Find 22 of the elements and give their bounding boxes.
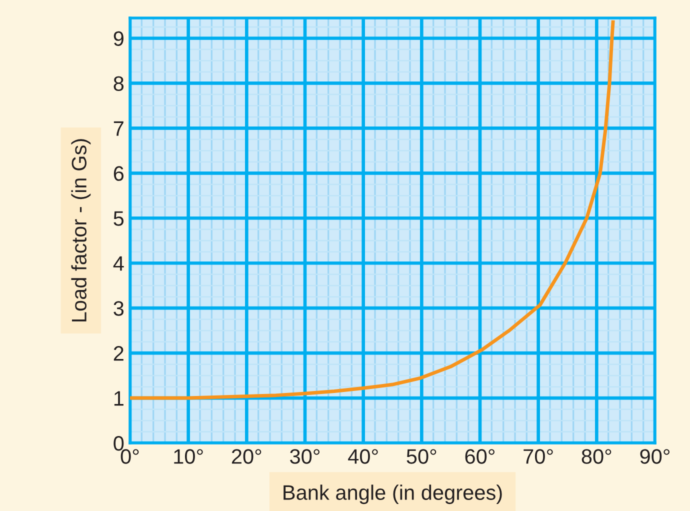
x-axis-title: Bank angle (in degrees) <box>284 484 502 504</box>
x-tick-label: 20° <box>232 449 262 464</box>
x-tick-label: 40° <box>348 449 378 464</box>
y-tick-label: 5 <box>114 211 124 226</box>
x-tick-label: 50° <box>406 449 436 464</box>
y-tick-label: 0 <box>114 436 124 451</box>
x-tick-label: 0° <box>120 449 139 464</box>
x-tick-label: 80° <box>582 449 612 464</box>
x-tick-label: 30° <box>290 449 320 464</box>
x-tick-label: 90° <box>640 449 670 464</box>
y-tick-label: 4 <box>113 256 124 271</box>
y-tick-label: 2 <box>114 346 124 361</box>
y-tick-label: 1 <box>114 391 124 406</box>
y-axis-title: Load factor - (in Gs) <box>71 139 91 322</box>
y-tick-label: 9 <box>114 31 124 46</box>
y-tick-label: 3 <box>114 301 124 316</box>
y-tick-label: 6 <box>114 166 124 181</box>
y-tick-label: 7 <box>114 121 124 136</box>
y-tick-label: 8 <box>114 76 124 91</box>
x-tick-label: 60° <box>465 449 495 464</box>
x-tick-label: 70° <box>524 449 553 464</box>
x-tick-label: 10° <box>174 449 203 464</box>
